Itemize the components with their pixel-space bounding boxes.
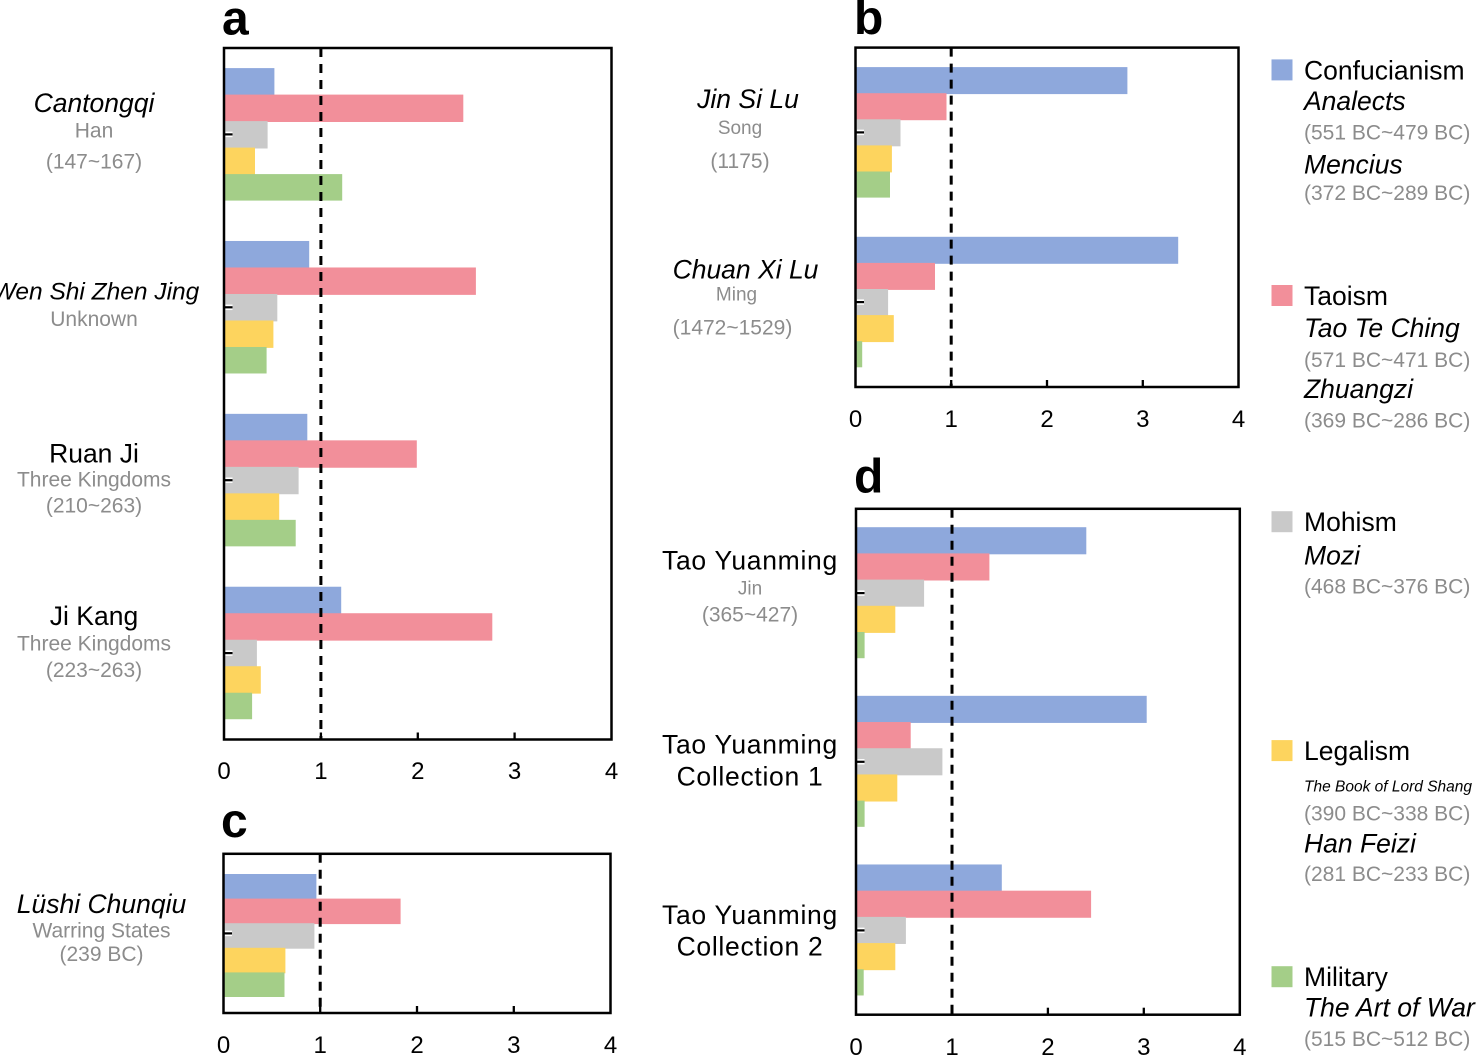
svg-text:0: 0 [217, 1032, 230, 1056]
svg-text:Lüshi Chunqiu: Lüshi Chunqiu [17, 889, 187, 919]
svg-text:Cantongqi: Cantongqi [34, 88, 156, 118]
svg-text:4: 4 [605, 758, 618, 785]
svg-text:Ji Kang: Ji Kang [50, 601, 138, 631]
svg-text:Han Feizi: Han Feizi [1304, 829, 1417, 859]
svg-text:Tao Yuanming: Tao Yuanming [662, 730, 838, 760]
svg-text:Ming: Ming [716, 285, 757, 306]
svg-text:The Book of Lord Shang: The Book of Lord Shang [1304, 778, 1472, 795]
svg-text:3: 3 [1137, 1034, 1150, 1056]
svg-text:Song: Song [718, 118, 762, 139]
svg-text:4: 4 [604, 1032, 617, 1056]
svg-text:Collection 2: Collection 2 [677, 931, 824, 961]
svg-text:Collection 1: Collection 1 [677, 761, 824, 791]
svg-text:(223~263): (223~263) [46, 659, 142, 682]
svg-text:d: d [854, 451, 883, 504]
svg-text:Tao Te Ching: Tao Te Ching [1304, 313, 1460, 343]
svg-text:1: 1 [314, 758, 327, 785]
svg-text:2: 2 [1040, 406, 1053, 433]
svg-text:(1472~1529): (1472~1529) [673, 317, 793, 340]
svg-text:Wen Shi Zhen Jing: Wen Shi Zhen Jing [0, 279, 200, 306]
svg-text:Tao Yuanming: Tao Yuanming [662, 900, 838, 930]
svg-text:Three Kingdoms: Three Kingdoms [17, 469, 171, 492]
svg-text:3: 3 [508, 758, 521, 785]
svg-text:(571 BC~471 BC): (571 BC~471 BC) [1304, 349, 1470, 372]
svg-text:Confucianism: Confucianism [1304, 55, 1465, 85]
svg-text:4: 4 [1232, 406, 1245, 433]
svg-text:3: 3 [1136, 406, 1149, 433]
svg-text:1: 1 [945, 1034, 958, 1056]
svg-text:c: c [221, 795, 248, 848]
svg-text:b: b [854, 0, 883, 45]
svg-text:Unknown: Unknown [50, 308, 138, 331]
svg-text:(210~263): (210~263) [46, 495, 142, 518]
svg-text:Military: Military [1304, 962, 1389, 992]
svg-text:The Art of War: The Art of War [1304, 992, 1476, 1022]
svg-text:1: 1 [945, 406, 958, 433]
svg-text:Warring States: Warring States [32, 920, 170, 943]
svg-text:3: 3 [507, 1032, 520, 1056]
svg-text:Jin Si Lu: Jin Si Lu [696, 84, 799, 114]
svg-text:Zhuangzi: Zhuangzi [1303, 374, 1414, 404]
svg-text:Jin: Jin [738, 579, 762, 600]
svg-text:Analects: Analects [1302, 86, 1406, 116]
svg-text:Han: Han [75, 120, 114, 143]
svg-text:Mozi: Mozi [1304, 541, 1361, 571]
svg-text:Mohism: Mohism [1304, 507, 1397, 537]
svg-text:Chuan Xi Lu: Chuan Xi Lu [673, 255, 819, 285]
svg-text:(551 BC~479 BC): (551 BC~479 BC) [1304, 122, 1470, 145]
svg-text:4: 4 [1233, 1034, 1246, 1056]
svg-text:(372 BC~289 BC): (372 BC~289 BC) [1304, 182, 1470, 205]
svg-text:(515 BC~512 BC): (515 BC~512 BC) [1304, 1028, 1470, 1051]
svg-text:Tao Yuanming: Tao Yuanming [662, 545, 838, 575]
svg-text:1: 1 [314, 1032, 327, 1056]
svg-text:Three Kingdoms: Three Kingdoms [17, 633, 171, 656]
svg-text:Taoism: Taoism [1304, 281, 1388, 311]
svg-text:(369 BC~286 BC): (369 BC~286 BC) [1304, 410, 1470, 433]
svg-text:(390 BC~338 BC): (390 BC~338 BC) [1304, 803, 1470, 826]
svg-text:a: a [222, 0, 249, 46]
svg-text:0: 0 [849, 1034, 862, 1056]
svg-text:(239 BC): (239 BC) [59, 943, 143, 966]
svg-text:(365~427): (365~427) [702, 604, 798, 627]
svg-text:0: 0 [849, 406, 862, 433]
svg-text:(468 BC~376 BC): (468 BC~376 BC) [1304, 575, 1470, 598]
svg-text:0: 0 [217, 758, 230, 785]
svg-text:(281 BC~233 BC): (281 BC~233 BC) [1304, 863, 1470, 886]
svg-text:Legalism: Legalism [1304, 736, 1410, 766]
svg-text:Mencius: Mencius [1304, 149, 1403, 179]
svg-text:Ruan Ji: Ruan Ji [49, 439, 139, 469]
svg-text:(147~167): (147~167) [46, 150, 142, 173]
svg-text:2: 2 [1041, 1034, 1054, 1056]
svg-text:(1175): (1175) [710, 150, 769, 173]
svg-text:2: 2 [411, 758, 424, 785]
svg-text:2: 2 [410, 1032, 423, 1056]
